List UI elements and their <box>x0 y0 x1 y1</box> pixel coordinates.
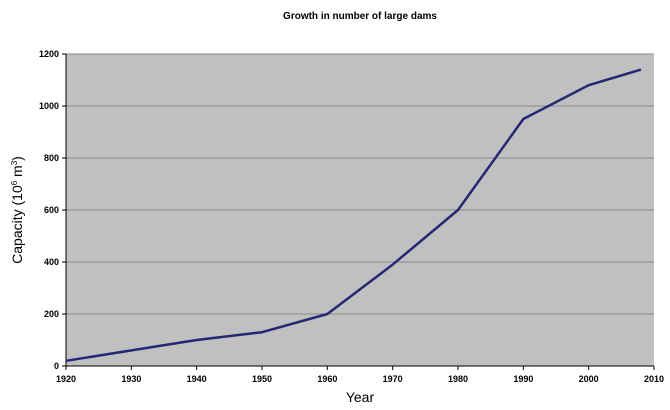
x-tick-label: 1970 <box>383 374 403 384</box>
y-axis-label-prefix: Capacity (10 <box>9 185 25 264</box>
x-tick-label: 1990 <box>513 374 533 384</box>
y-tick-label: 1200 <box>39 49 59 59</box>
y-tick-label: 600 <box>44 205 59 215</box>
x-tick-label: 1930 <box>121 374 141 384</box>
x-tick-label: 1960 <box>317 374 337 384</box>
chart-title: Growth in number of large dams <box>283 11 437 22</box>
grid <box>66 53 654 315</box>
y-tick-label: 0 <box>54 361 59 371</box>
x-tick-label: 1980 <box>448 374 468 384</box>
x-tick-label: 2000 <box>579 374 599 384</box>
y-axis-label: Capacity (106 m3) <box>9 156 25 264</box>
x-axis-label: Year <box>346 389 375 405</box>
x-tick-label: 1940 <box>187 374 207 384</box>
y-axis-label-mid: m <box>9 165 25 181</box>
y-axis-ticks: 0 200 400 600 800 1000 1200 <box>39 49 66 371</box>
y-tick-label: 400 <box>44 257 59 267</box>
x-axis-ticks: 1920 1930 1940 1950 1960 1970 1980 1990 2000 2010 <box>56 366 664 384</box>
x-tick-label: 1920 <box>56 374 76 384</box>
y-tick-label: 800 <box>44 153 59 163</box>
series-line <box>65 68 642 363</box>
y-tick-label: 1000 <box>39 101 59 111</box>
x-tick-label: 2010 <box>644 374 664 384</box>
y-axis-label-suffix: ) <box>9 156 25 161</box>
series <box>65 68 642 363</box>
x-tick-label: 1950 <box>252 374 272 384</box>
y-axis-label-sup1: 6 <box>10 180 19 185</box>
y-tick-label: 200 <box>44 309 59 319</box>
y-axis-label-sup2: 3 <box>10 160 19 165</box>
